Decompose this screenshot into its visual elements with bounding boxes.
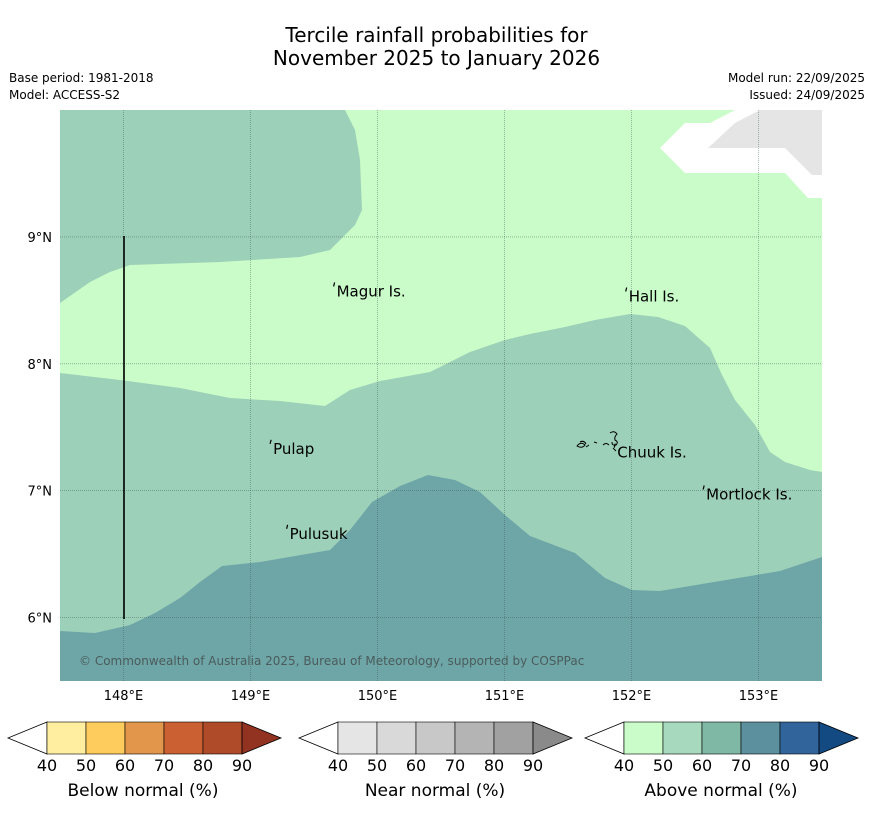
place-label: Mortlock Is.	[706, 485, 792, 503]
colorbar-tick-label: 40	[614, 756, 634, 775]
island-mark	[269, 439, 272, 444]
colorbar-over-triangle	[532, 721, 574, 755]
colorbar-tick-label: 80	[770, 756, 790, 775]
place-label: Hall Is.	[629, 288, 680, 306]
colorbar-segment	[779, 721, 820, 755]
map-gridlines	[60, 110, 822, 681]
colorbar-segment	[493, 721, 534, 755]
island-mark	[613, 443, 616, 448]
lat-tick-label: 8°N	[28, 358, 53, 373]
colorbar-segment	[124, 721, 165, 755]
colorbar-tick-label: 60	[406, 756, 426, 775]
colorbar-tick-label: 70	[731, 756, 751, 775]
island-mark	[702, 485, 705, 490]
colorbar-tick-label: 60	[692, 756, 712, 775]
colorbar-over-triangle	[241, 721, 283, 755]
model-name: Model: ACCESS-S2	[9, 88, 121, 102]
colorbar-segment	[415, 721, 456, 755]
colorbar-tick-label: 90	[523, 756, 543, 775]
colorbar-segment	[337, 721, 378, 755]
below-normal-label: Below normal (%)	[67, 781, 219, 801]
lon-tick-label: 151°E	[485, 689, 525, 704]
colorbar-tick-label: 40	[328, 756, 348, 775]
colorbar-under-triangle	[297, 721, 339, 755]
lon-tick-label: 153°E	[739, 689, 779, 704]
place-label: Pulusuk	[290, 525, 348, 543]
colorbar-under-triangle	[6, 721, 48, 755]
place-label: Pulap	[273, 440, 314, 458]
map-field: Magur Is. Hall Is. Pulap Chuuk Is. Mortlock …	[60, 110, 822, 681]
above-normal-label: Above normal (%)	[644, 781, 798, 801]
lat-tick-label: 9°N	[28, 231, 53, 246]
place-label: Chuuk Is.	[617, 444, 686, 462]
colorbars: 40 50 60 70 80 90 40 50 60 70 80 90 40 50 60 70 80 90	[6, 721, 860, 775]
copyright-text: © Commonwealth of Australia 2025, Bureau…	[79, 654, 584, 668]
lon-tick-label: 148°E	[104, 689, 144, 704]
lat-tick-label: 7°N	[28, 485, 53, 500]
colorbar-under-triangle	[583, 721, 625, 755]
place-labels: Magur Is. Hall Is. Pulap Chuuk Is. Mortlock …	[269, 282, 792, 543]
lon-tick-label: 150°E	[358, 689, 398, 704]
lat-tick-label: 6°N	[28, 612, 53, 627]
zone-above-60-70-south	[60, 475, 822, 681]
zone-above-50-60-north	[60, 110, 362, 303]
colorbar-1: 40 50 60 70 80 90	[297, 721, 574, 775]
colorbar-2: 40 50 60 70 80 90	[583, 721, 860, 775]
map-axes: 148°E 149°E 150°E 151°E 152°E 153°E 9°N 8°N 7°N 6…	[28, 231, 779, 704]
chuuk-islands-shape	[576, 431, 618, 452]
colorbar-tick-label: 90	[232, 756, 252, 775]
issued-date: Issued: 24/09/2025	[749, 88, 865, 102]
colorbar-tick-label: 80	[484, 756, 504, 775]
lon-tick-label: 152°E	[612, 689, 652, 704]
colorbar-tick-label: 60	[115, 756, 135, 775]
title-line-2: November 2025 to January 2026	[272, 46, 601, 70]
colorbar-segment	[46, 721, 87, 755]
island-mark	[625, 287, 628, 292]
colorbar-segment	[701, 721, 742, 755]
colorbar-segment	[202, 721, 243, 755]
colorbar-segment	[662, 721, 703, 755]
colorbar-tick-label: 90	[809, 756, 829, 775]
colorbar-segment	[454, 721, 495, 755]
colorbar-segment	[376, 721, 417, 755]
title-line-1: Tercile rainfall probabilities for	[285, 23, 588, 47]
model-run: Model run: 22/09/2025	[727, 71, 865, 85]
colorbar-segment	[163, 721, 204, 755]
colorbar-tick-label: 70	[445, 756, 465, 775]
colorbar-tick-label: 80	[193, 756, 213, 775]
colorbar-tick-label: 40	[37, 756, 57, 775]
colorbar-over-triangle	[818, 721, 860, 755]
colorbar-0: 40 50 60 70 80 90	[6, 721, 283, 775]
base-period: Base period: 1981-2018	[9, 71, 154, 85]
colorbar-segment	[85, 721, 126, 755]
island-mark	[286, 524, 289, 529]
colorbar-segment	[623, 721, 664, 755]
colorbar-tick-label: 50	[367, 756, 387, 775]
zone-no-data	[708, 110, 822, 175]
place-label: Magur Is.	[337, 282, 406, 300]
colorbar-tick-label: 50	[653, 756, 673, 775]
colorbar-tick-label: 50	[76, 756, 96, 775]
colorbar-segment	[740, 721, 781, 755]
island-mark	[333, 282, 336, 287]
lon-tick-label: 149°E	[231, 689, 271, 704]
colorbar-tick-label: 70	[154, 756, 174, 775]
near-normal-label: Near normal (%)	[364, 781, 506, 801]
